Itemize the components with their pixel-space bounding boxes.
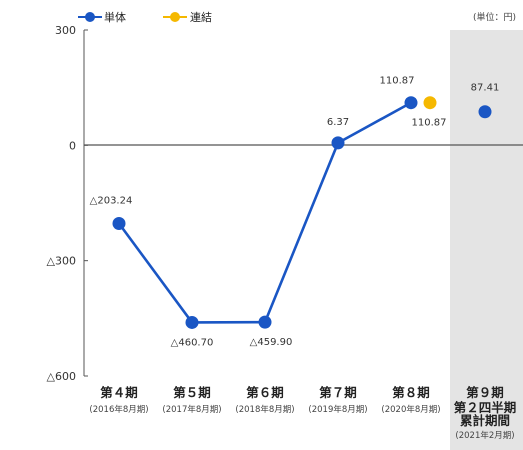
data-point-tantai [331, 136, 345, 150]
data-labels-group: △203.24 △460.70 △459.90 6.37 110.87 87.41 110.… [90, 76, 500, 349]
category-sublabel: (2018年8月期) [235, 404, 294, 415]
category-label: 第９期 [466, 385, 504, 400]
highlight-background [450, 30, 523, 450]
category-sublabel: (2016年8月期) [89, 404, 148, 415]
data-label-tantai: 110.87 [380, 76, 415, 87]
data-label-renketsu: 110.87 [412, 118, 447, 129]
category-sublabel: 第２四半期 [454, 400, 517, 415]
y-tick-label: 300 [55, 24, 76, 37]
category-label: 第６期 [246, 385, 284, 400]
unit-label: (単位：円) [473, 11, 516, 23]
category-sublabel: (2017年8月期) [162, 404, 221, 415]
category-sublabel: 累計期間 [460, 413, 510, 428]
data-label-tantai: △203.24 [90, 195, 133, 206]
data-point-tantai [404, 96, 418, 110]
legend-label-tantai: 単体 [104, 10, 126, 24]
data-label-tantai: △460.70 [171, 337, 214, 348]
y-tick-label: 0 [69, 139, 76, 152]
category-sublabel: (2021年2月期) [455, 430, 514, 441]
category-label: 第８期 [392, 385, 430, 400]
data-point-tantai [112, 216, 126, 230]
data-label-tantai: 87.41 [471, 83, 500, 94]
y-axis: 300 0 △300 △600 [47, 24, 88, 383]
y-tick-label: △600 [47, 370, 76, 383]
category-label: 第４期 [100, 385, 138, 400]
legend-label-renketsu: 連結 [190, 10, 212, 24]
points-group [112, 96, 492, 329]
category-label: 第５期 [173, 385, 211, 400]
data-label-tantai: △459.90 [250, 337, 293, 348]
data-label-tantai: 6.37 [327, 117, 349, 128]
data-point-tantai [258, 315, 272, 329]
data-point-renketsu [423, 96, 437, 110]
legend-marker-tantai [85, 12, 95, 22]
data-point-tantai [185, 315, 199, 329]
data-point-tantai [478, 105, 492, 119]
y-tick-label: △300 [47, 255, 76, 268]
category-labels-group: 第４期 (2016年8月期) 第５期 (2017年8月期) 第６期 (2018年8月期) 第… [89, 385, 516, 441]
category-label: 第７期 [319, 385, 357, 400]
series-line-group [117, 101, 412, 324]
category-sublabel: (2019年8月期) [308, 404, 367, 415]
category-sublabel: (2020年8月期) [381, 404, 440, 415]
legend: 単体 連結 [78, 10, 212, 24]
series-line-tantai [117, 101, 412, 324]
legend-marker-renketsu [170, 12, 180, 22]
